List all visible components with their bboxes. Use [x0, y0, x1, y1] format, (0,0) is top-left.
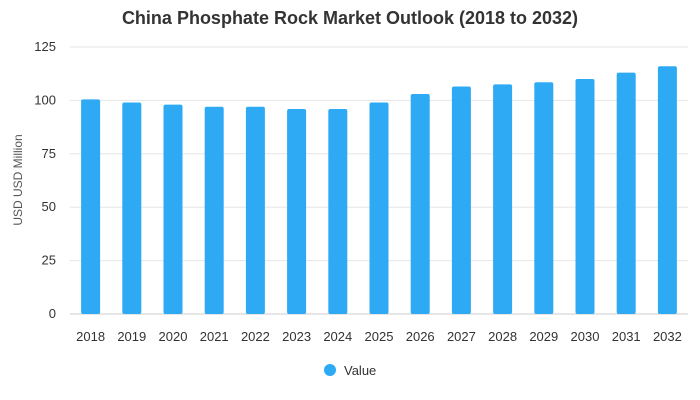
chart-title: China Phosphate Rock Market Outlook (201… [122, 8, 578, 28]
y-tick-label: 0 [49, 306, 56, 321]
y-tick-label: 125 [34, 39, 56, 54]
y-tick-label: 100 [34, 92, 56, 107]
bar-2029[interactable] [534, 82, 554, 314]
x-tick-label: 2027 [447, 329, 476, 344]
bar-2032[interactable] [657, 66, 677, 314]
x-tick-label: 2032 [653, 329, 682, 344]
bars [81, 66, 677, 315]
y-axis-label: USD USD Million [11, 134, 25, 225]
bar-2022[interactable] [245, 106, 265, 314]
bar-2024[interactable] [328, 108, 348, 314]
bar-2020[interactable] [163, 104, 183, 314]
x-tick-label: 2021 [200, 329, 229, 344]
bar-2027[interactable] [451, 86, 471, 315]
x-tick-label: 2026 [406, 329, 435, 344]
y-tick-label: 25 [42, 253, 56, 268]
bar-2031[interactable] [616, 72, 636, 314]
bar-2019[interactable] [122, 102, 142, 314]
x-axis-ticks: 2018 2019 2020 2021 2022 2023 2024 2025 2026 2027… [76, 329, 682, 344]
y-tick-label: 75 [42, 146, 56, 161]
x-tick-label: 2025 [365, 329, 394, 344]
y-tick-label: 50 [42, 199, 56, 214]
x-tick-label: 2030 [571, 329, 600, 344]
bar-2030[interactable] [575, 79, 595, 314]
legend-label: Value [344, 363, 376, 378]
legend-swatch [324, 364, 336, 376]
legend[interactable]: Value [324, 363, 376, 378]
x-tick-label: 2024 [323, 329, 352, 344]
y-axis-ticks: 0 25 50 75 100 125 [34, 39, 56, 321]
bar-2023[interactable] [287, 108, 307, 314]
bar-2026[interactable] [410, 93, 430, 314]
x-tick-label: 2019 [117, 329, 146, 344]
x-tick-label: 2023 [282, 329, 311, 344]
x-tick-label: 2029 [529, 329, 558, 344]
bar-2018[interactable] [81, 99, 101, 314]
x-tick-label: 2020 [159, 329, 188, 344]
x-tick-label: 2022 [241, 329, 270, 344]
x-tick-label: 2031 [612, 329, 641, 344]
bar-2025[interactable] [369, 102, 389, 314]
x-tick-label: 2018 [76, 329, 105, 344]
x-tick-label: 2028 [488, 329, 517, 344]
bar-2021[interactable] [204, 106, 224, 314]
bar-2028[interactable] [493, 84, 513, 314]
